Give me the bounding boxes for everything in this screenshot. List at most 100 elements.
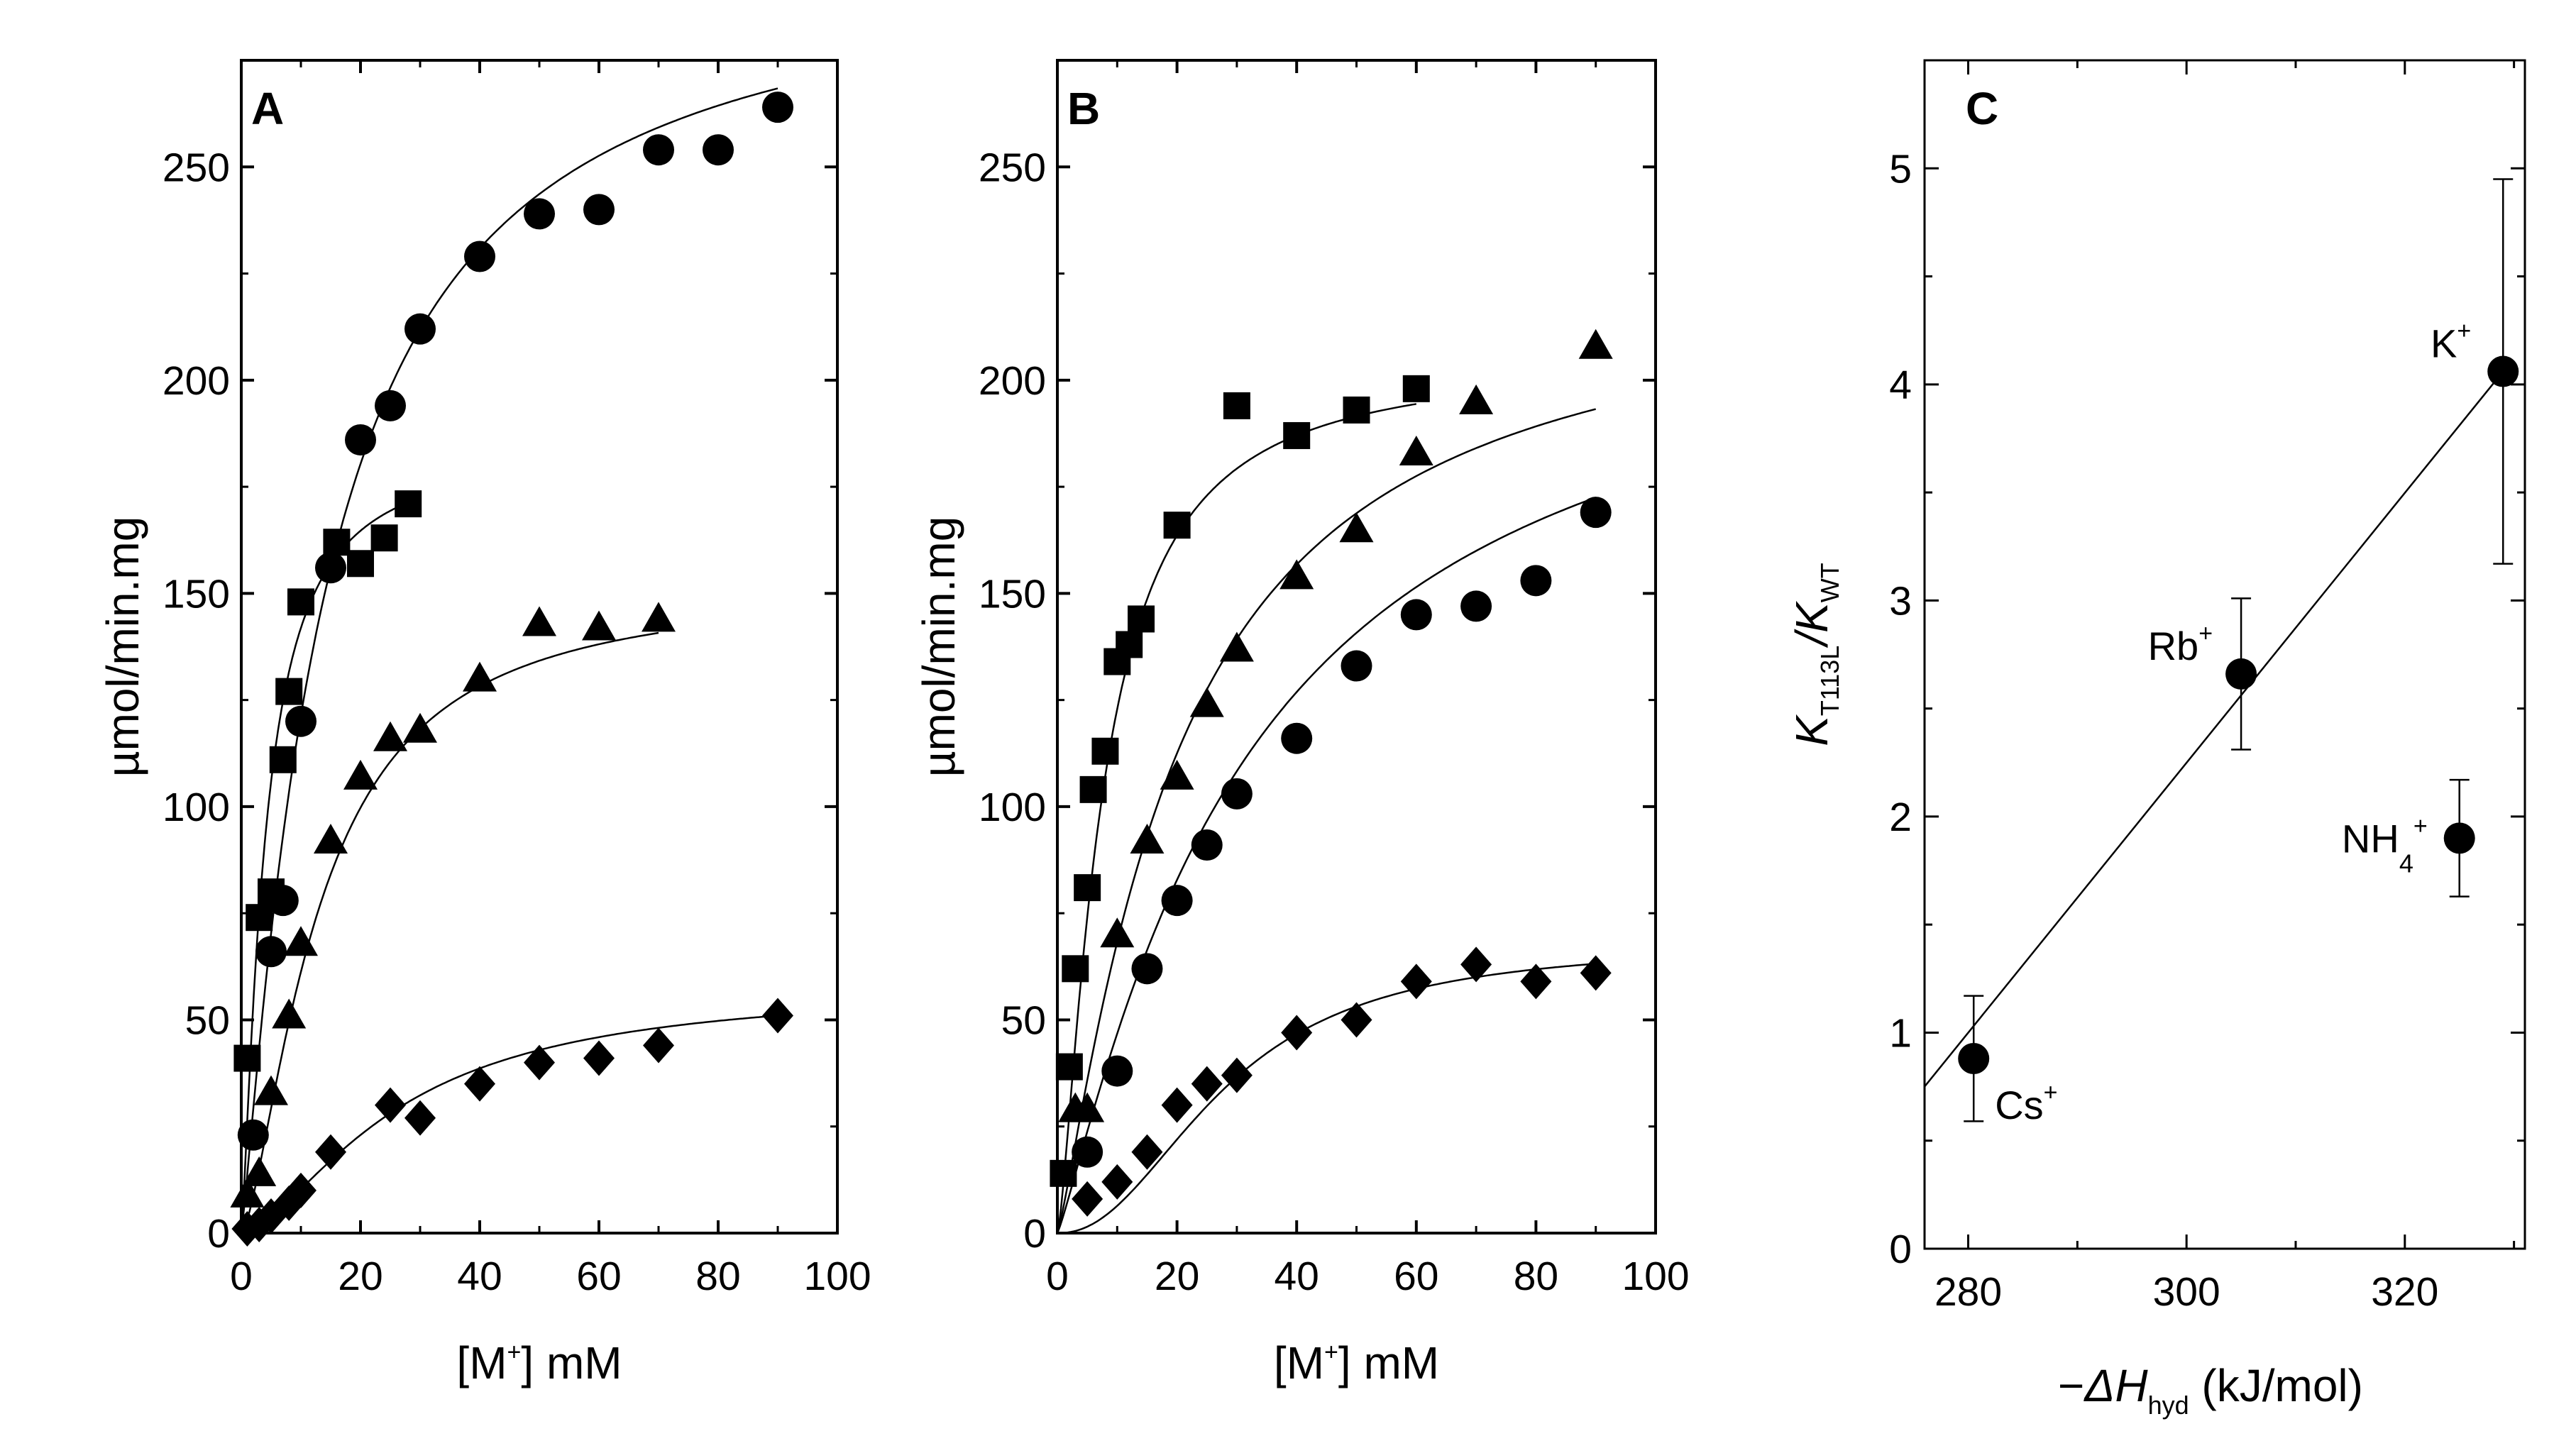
data-point-group: Cs+ — [1958, 995, 2058, 1127]
data-point-circle — [255, 936, 287, 968]
data-point-triangle — [1160, 759, 1194, 790]
data-point-circle — [345, 424, 376, 455]
y-tick-label: 150 — [163, 571, 230, 617]
y-tick-label: 200 — [979, 358, 1046, 404]
fit-curve-circle — [240, 87, 778, 1234]
point-label-text: NH — [2342, 816, 2399, 861]
data-point-triangle — [272, 998, 307, 1029]
data-point-circle — [1460, 590, 1492, 622]
data-point-square — [1402, 375, 1430, 402]
data-point-triangle — [284, 926, 318, 956]
data-point-diamond — [315, 1134, 346, 1170]
data-point-square — [1223, 392, 1250, 419]
series-triangle — [1056, 328, 1613, 1234]
data-point-triangle — [1279, 559, 1314, 590]
point-label-text: Rb — [2148, 624, 2199, 668]
panel-letter: B — [1067, 83, 1100, 134]
y-tick-label: 250 — [163, 145, 230, 190]
data-point-triangle — [314, 823, 348, 854]
data-point-circle — [703, 134, 734, 166]
fit-curve-circle — [1056, 497, 1597, 1234]
data-point-square — [1343, 396, 1370, 424]
point-label-text: K — [2431, 321, 2457, 366]
data-point-circle — [762, 92, 793, 123]
point-label-sup: + — [2044, 1079, 2058, 1106]
data-point-diamond — [1221, 1057, 1253, 1093]
data-point-circle — [1072, 1136, 1103, 1168]
panel-letter: C — [1966, 83, 1998, 134]
plot-frame — [1056, 59, 1657, 1235]
data-point-diamond — [1281, 1015, 1313, 1051]
x-tick-label: 40 — [1274, 1254, 1319, 1299]
series-circle — [1056, 497, 1612, 1234]
data-point-circle — [1101, 1055, 1133, 1087]
data-point-circle — [375, 390, 406, 421]
plot-frame — [1923, 59, 2526, 1250]
series-circle — [237, 87, 793, 1234]
data-point-diamond — [1520, 963, 1552, 1000]
x-tick-label: 100 — [803, 1254, 871, 1299]
data-point-diamond — [1341, 1002, 1372, 1038]
series-square — [233, 490, 422, 1234]
x-tick-label: 0 — [230, 1254, 253, 1299]
data-point-square — [370, 524, 398, 552]
x-axis-title-h: H — [2115, 1360, 2148, 1411]
data-point-square — [246, 904, 273, 932]
data-point-circle — [315, 552, 346, 584]
x-axis-title-sup: + — [1324, 1339, 1338, 1366]
y-tick-label: 1 — [1889, 1010, 1912, 1056]
point-label-text: Cs — [1995, 1083, 2043, 1127]
y-tick-label: 250 — [979, 145, 1046, 190]
data-point-square — [1055, 1053, 1083, 1081]
data-point — [2443, 822, 2475, 854]
y-axis-title: µmol/min.mg — [913, 517, 964, 778]
y-tick-label: 0 — [1023, 1211, 1046, 1256]
data-point-diamond — [1460, 946, 1492, 983]
x-axis-title-base: [M — [1274, 1337, 1324, 1388]
data-point-circle — [464, 241, 495, 272]
data-point-triangle — [522, 606, 556, 636]
point-label: Cs+ — [1995, 1079, 2057, 1127]
data-point-square — [395, 490, 422, 518]
x-axis-title-delta: Δ — [2083, 1360, 2115, 1411]
data-point-triangle — [373, 721, 407, 751]
data-point-square — [1116, 631, 1143, 658]
fit-curve-diamond — [1057, 963, 1596, 1235]
x-axis-title: [M+] mM — [456, 1337, 622, 1388]
data-point-triangle — [1339, 512, 1374, 543]
data-point-circle — [524, 198, 555, 230]
fit-curve-diamond — [241, 1015, 778, 1235]
x-axis-title-minus: − — [2058, 1360, 2084, 1411]
data-point-diamond — [1191, 1066, 1223, 1102]
x-tick-label: 60 — [576, 1254, 621, 1299]
fit-curve-triangle — [1056, 408, 1597, 1234]
y-tick-label: 50 — [185, 998, 230, 1043]
data-point-circle — [1131, 953, 1163, 985]
y-axis-title-sub1: T113L — [1815, 646, 1844, 716]
data-point-diamond — [1101, 1164, 1133, 1200]
data-point — [1958, 1043, 1990, 1074]
y-tick-label: 100 — [979, 785, 1046, 830]
fit-line — [1924, 370, 2504, 1088]
point-label-sup: + — [2413, 812, 2428, 839]
data-point-square — [233, 1044, 261, 1072]
data-point-square — [1079, 775, 1107, 803]
data-point-diamond — [643, 1027, 674, 1064]
x-tick-label: 320 — [2371, 1269, 2438, 1315]
data-point-square — [1091, 737, 1119, 765]
x-tick-label: 80 — [1514, 1254, 1558, 1299]
data-point-triangle — [230, 1177, 265, 1208]
data-point-circle — [1341, 650, 1372, 682]
data-point-circle — [1161, 885, 1193, 917]
y-tick-label: 50 — [1001, 998, 1046, 1043]
series-diamond — [231, 998, 793, 1247]
data-point-triangle — [1219, 631, 1254, 662]
data-point-square — [269, 746, 297, 773]
data-point-triangle — [463, 661, 497, 692]
series-triangle — [230, 602, 676, 1234]
x-axis-title-sup: + — [507, 1339, 522, 1366]
data-point-square — [1283, 421, 1311, 449]
data-point-circle — [1580, 497, 1612, 529]
